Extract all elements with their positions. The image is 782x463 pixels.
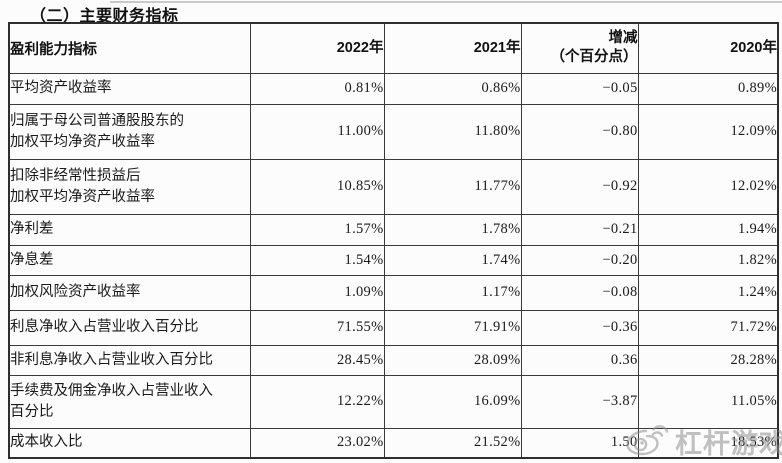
indicator-label: 净息差 — [8, 244, 251, 276]
col-header-2021: 2021年 — [383, 22, 522, 74]
value-2021: 71.91% — [383, 309, 522, 346]
header-row: 盈利能力指标 2022年 2021年 增减 （个百分点） 2020年 — [8, 22, 779, 74]
value-2020: 11.05% — [637, 374, 779, 429]
value-2020: 1.82% — [637, 244, 779, 276]
value-2021: 0.86% — [383, 72, 522, 105]
value-2020: 1.24% — [637, 274, 779, 311]
value-change: 1.50 — [520, 427, 639, 459]
financial-indicators-table: 盈利能力指标 2022年 2021年 增减 （个百分点） 2020年 平均资产收… — [8, 22, 779, 459]
value-2022: 0.81% — [249, 72, 385, 105]
value-2021: 21.52% — [383, 427, 522, 459]
value-2021: 1.74% — [383, 244, 522, 276]
table-row: 平均资产收益率 0.81% 0.86% −0.05 0.89% — [8, 72, 779, 105]
table-row: 手续费及佣金净收入占营业收入 百分比 12.22% 16.09% −3.87 1… — [8, 374, 779, 429]
value-2021: 16.09% — [383, 374, 522, 429]
indicator-label: 净利差 — [8, 213, 251, 246]
value-2021: 28.09% — [383, 344, 522, 376]
value-2021: 11.80% — [383, 103, 522, 160]
indicator-label: 利息净收入占营业收入百分比 — [8, 309, 251, 346]
indicator-label: 成本收入比 — [8, 427, 251, 459]
value-change: −0.92 — [520, 158, 639, 215]
value-2020: 12.02% — [637, 158, 779, 215]
indicator-label: 手续费及佣金净收入占营业收入 百分比 — [8, 374, 251, 429]
value-change: 0.36 — [520, 344, 639, 376]
table-row: 净利差 1.57% 1.78% −0.21 1.94% — [8, 213, 779, 246]
indicator-label: 平均资产收益率 — [8, 72, 251, 105]
table-body: 平均资产收益率 0.81% 0.86% −0.05 0.89% 归属于母公司普通… — [8, 72, 779, 459]
table-row: 净息差 1.54% 1.74% −0.20 1.82% — [8, 244, 779, 276]
value-2020: 1.94% — [637, 213, 779, 246]
col-header-2022: 2022年 — [249, 22, 385, 74]
value-2021: 11.77% — [383, 158, 522, 215]
page-title: （二）主要财务指标 — [30, 8, 179, 25]
value-2020: 12.09% — [637, 103, 779, 160]
value-2021: 1.17% — [383, 274, 522, 311]
table-row: 加权风险资产收益率 1.09% 1.17% −0.08 1.24% — [8, 274, 779, 311]
value-2022: 10.85% — [249, 158, 385, 215]
value-change: −0.05 — [520, 72, 639, 105]
value-change: −3.87 — [520, 374, 639, 429]
page-top-divider — [110, 1, 782, 3]
value-2022: 12.22% — [249, 374, 385, 429]
value-2022: 23.02% — [249, 427, 385, 459]
value-2020: 71.72% — [637, 309, 779, 346]
value-change: −0.80 — [520, 103, 639, 160]
value-change: −0.36 — [520, 309, 639, 346]
value-change: −0.20 — [520, 244, 639, 276]
value-2020: 28.28% — [637, 344, 779, 376]
col-header-2020: 2020年 — [637, 22, 779, 74]
value-2022: 1.54% — [249, 244, 385, 276]
col-header-change: 增减 （个百分点） — [520, 22, 639, 74]
value-2022: 28.45% — [249, 344, 385, 376]
indicator-label: 归属于母公司普通股股东的 加权平均净资产收益率 — [8, 103, 251, 160]
table-row: 归属于母公司普通股股东的 加权平均净资产收益率 11.00% 11.80% −0… — [8, 103, 779, 160]
table-row: 利息净收入占营业收入百分比 71.55% 71.91% −0.36 71.72% — [8, 309, 779, 346]
indicator-label: 加权风险资产收益率 — [8, 274, 251, 311]
value-change: −0.21 — [520, 213, 639, 246]
value-2022: 1.57% — [249, 213, 385, 246]
table-row: 扣除非经常性损益后 加权平均净资产收益率 10.85% 11.77% −0.92… — [8, 158, 779, 215]
value-2022: 71.55% — [249, 309, 385, 346]
table-row: 成本收入比 23.02% 21.52% 1.50 18.53% — [8, 427, 779, 459]
value-2020: 0.89% — [637, 72, 779, 105]
value-2021: 1.78% — [383, 213, 522, 246]
table-row: 非利息净收入占营业收入百分比 28.45% 28.09% 0.36 28.28% — [8, 344, 779, 376]
indicator-label: 非利息净收入占营业收入百分比 — [8, 344, 251, 376]
value-change: −0.08 — [520, 274, 639, 311]
indicator-label: 扣除非经常性损益后 加权平均净资产收益率 — [8, 158, 251, 215]
value-2020: 18.53% — [637, 427, 779, 459]
value-2022: 1.09% — [249, 274, 385, 311]
table-header: 盈利能力指标 2022年 2021年 增减 （个百分点） 2020年 — [8, 22, 779, 74]
value-2022: 11.00% — [249, 103, 385, 160]
col-header-indicator: 盈利能力指标 — [8, 22, 251, 74]
